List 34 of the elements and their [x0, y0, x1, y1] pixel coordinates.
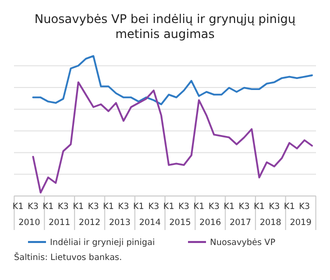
x-tick-label: K3 [58, 202, 69, 212]
text: 2010 [18, 218, 40, 228]
text: Šaltinis: Lietuvos bankas. [14, 252, 122, 263]
x-tick-label: K1 [224, 202, 235, 212]
text: 2018 [260, 218, 282, 228]
x-tick-label: K3 [268, 202, 280, 212]
text: 2019 [290, 218, 312, 228]
x-tick-label: K1 [133, 202, 144, 212]
x-tick-label: K3 [148, 202, 160, 212]
legend-label: Indėliai ir grynieji pinigai [50, 238, 155, 248]
x-tick-label: K1 [102, 202, 114, 212]
x-tick-label: K1 [12, 202, 24, 212]
x-tick-label: K3 [178, 202, 190, 212]
text: 2011 [48, 218, 70, 228]
text: 2017 [230, 218, 252, 228]
x-tick-label: K3 [238, 202, 250, 212]
x-tick-label: K3 [88, 202, 99, 212]
x-tick-label: K3 [298, 202, 310, 212]
chart-title: Nuosavybės VP bei indėlių ir grynųjų pinigų metinis augimas [34, 12, 296, 41]
text: 2013 [108, 218, 131, 228]
x-tick-label: K1 [193, 202, 204, 212]
x-tick-label: K1 [254, 202, 265, 212]
x-tick-label: K1 [163, 202, 174, 212]
text: 2015 [169, 218, 191, 228]
x-tick-label: K1 [42, 202, 54, 212]
x-tick-label: K3 [118, 202, 130, 212]
x-tick-label: K3 [28, 202, 39, 212]
legend-label: Nuosavybės VP [210, 238, 276, 248]
x-tick-label: K1 [284, 202, 295, 212]
x-tick-label: K3 [208, 202, 220, 212]
x-tick-label: K1 [72, 202, 84, 212]
text: 2012 [78, 218, 100, 228]
text: 2014 [139, 218, 161, 228]
text: 2016 [199, 218, 222, 228]
